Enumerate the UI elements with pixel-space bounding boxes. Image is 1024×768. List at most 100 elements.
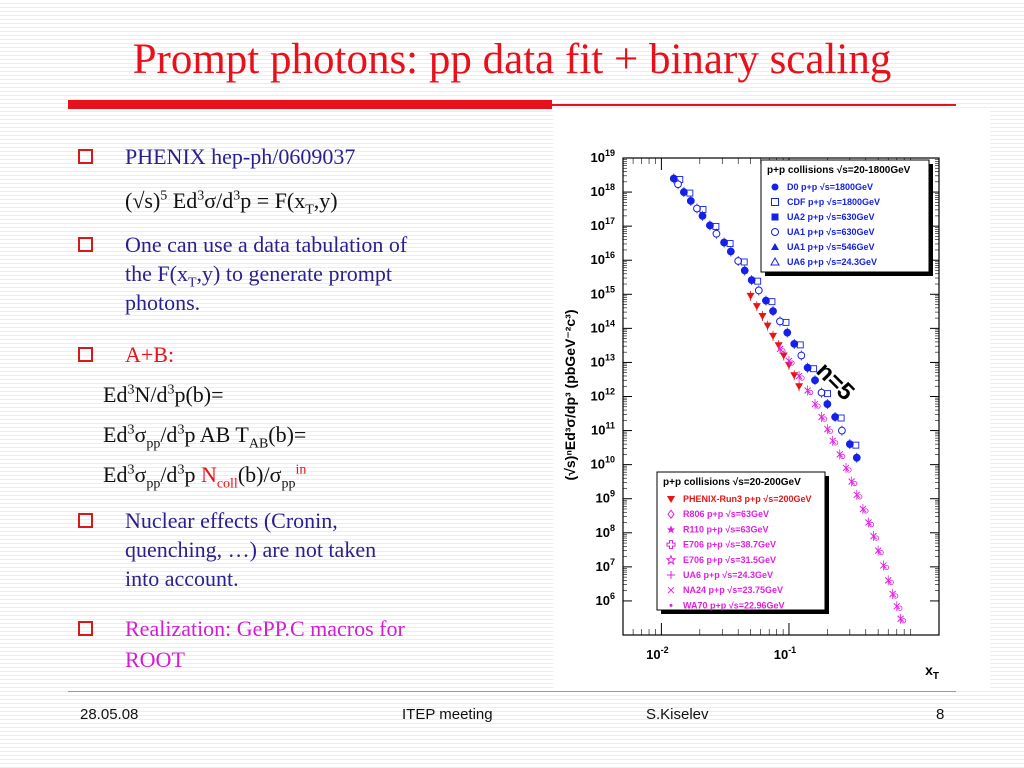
data-point (836, 451, 844, 458)
y-tick-exponent: 13 (605, 352, 615, 362)
bullet-4-line-3: into account. (125, 566, 239, 591)
legend-marker (771, 228, 779, 236)
legend-title: p+p collisions √s=20-200GeV (663, 477, 801, 488)
data-point (674, 180, 682, 189)
data-point (734, 257, 743, 265)
y-tick-exponent: 12 (605, 387, 615, 397)
slide-title: Prompt photons: pp data fit + binary sca… (132, 36, 892, 83)
data-point (769, 332, 778, 340)
data-point (774, 342, 783, 350)
chart-panel: 106 107 108 109 1010 1011 1012 1013 1014 1015 1016… (553, 110, 990, 688)
data-point (790, 372, 799, 380)
bullet-box-icon (78, 347, 93, 362)
data-point-alt (868, 521, 875, 528)
bullet-2-line-3: photons. (125, 290, 201, 315)
legend-marker (669, 603, 673, 607)
formula-scaling: (√s)5 Ed3σ/d3p = F(xT,y) (125, 188, 338, 218)
formula-3-text: Ed3σpp/d3p Ncoll(b)/σppin (103, 462, 307, 492)
data-point-alt (863, 508, 869, 514)
legend-entry-label: UA6 p+p √s=24.3GeV (683, 570, 773, 580)
data-point (838, 426, 846, 435)
data-point (752, 303, 761, 311)
legend-box (656, 471, 826, 611)
bullet-5-line-2: ROOT (125, 647, 185, 672)
y-tick-exponent: 6 (610, 591, 615, 601)
footer-rule (68, 691, 956, 692)
legend-box (760, 159, 930, 273)
chart-svg: 1061071081091010101110121013101410151016… (562, 148, 940, 682)
legend-entry-label: WA70 p+p √s=22.96GeV (683, 600, 785, 610)
data-point (880, 562, 887, 569)
y-tick-exponent: 15 (605, 284, 615, 294)
y-tick-label: 1012 (591, 387, 615, 404)
bullet-box-icon (78, 237, 93, 252)
data-point (790, 339, 799, 348)
data-point (870, 532, 877, 540)
y-tick-label: 1017 (591, 216, 615, 233)
data-point (763, 322, 772, 330)
data-point-alt (888, 579, 894, 586)
y-tick-exponent: 10 (605, 455, 615, 465)
y-tick-label: 108 (596, 523, 615, 540)
formula-line-2: Ed3σpp/d3p AB TAB(b)= (103, 420, 306, 451)
data-point (712, 229, 721, 238)
bullet-1-text: PHENIX hep-ph/0609037 (125, 144, 356, 169)
data-point-cdf (768, 298, 776, 306)
legend-entry-label: PHENIX-Run3 p+p √s=200GeV (683, 494, 811, 504)
legend-marker (771, 183, 779, 191)
footer-page-number: 8 (936, 706, 945, 723)
data-point (758, 313, 767, 321)
data-point (865, 519, 872, 526)
legend-entry-label: UA1 p+p √s=546GeV (787, 242, 874, 252)
y-tick-label: 1011 (591, 421, 615, 438)
legend-marker (665, 554, 677, 566)
legend-title: p+p collisions √s=20-1800GeV (767, 165, 911, 176)
data-point (831, 413, 840, 421)
y-tick-exponent: 19 (605, 148, 615, 158)
legend-marker (667, 525, 675, 534)
y-tick-label: 1013 (591, 352, 615, 369)
footer-event: ITEP meeting (402, 706, 493, 723)
legend-marker (770, 256, 780, 266)
y-axis-title: (√s)ⁿEd³σ/dp³ (pbGeV⁻²c³) (562, 310, 578, 481)
data-point (797, 351, 806, 360)
data-point (693, 204, 701, 213)
data-point-alt (897, 605, 903, 611)
formula-line-3: Ed3σpp/d3p Ncoll(b)/σppin (103, 460, 307, 492)
data-point (859, 505, 867, 513)
legend-marker (667, 509, 675, 520)
bullet-4-line-2: quenching, …) are not taken (125, 537, 377, 562)
y-tick-label: 107 (596, 557, 615, 574)
data-point (746, 292, 755, 300)
y-tick-exponent: 14 (605, 318, 615, 328)
data-point (679, 188, 688, 196)
formula-line-1: Ed3N/d3p(b)= (103, 380, 224, 409)
data-point-alt (815, 403, 821, 409)
data-point-cdf (782, 318, 790, 326)
bullet-box-icon (78, 621, 93, 636)
data-point-alt (821, 416, 828, 422)
y-tick-exponent: 17 (605, 216, 615, 226)
legend-entry-label: R806 p+p √s=63GeV (683, 509, 769, 519)
data-point (762, 296, 770, 305)
data-point-alt (827, 428, 833, 434)
data-point (884, 577, 892, 584)
data-point (740, 266, 749, 275)
bullet-2-line-1: One can use a data tabulation of (125, 232, 408, 257)
data-point-cdf (686, 189, 694, 197)
data-point-cdf (754, 277, 762, 285)
x-axis-title-sub: T (933, 671, 939, 682)
footer-author: S.Kiselev (646, 706, 709, 723)
footer-date: 28.05.08 (80, 706, 139, 723)
data-point (889, 590, 897, 598)
x-axis-title: xT (925, 662, 939, 682)
data-point-cdf (796, 341, 804, 349)
data-point (817, 388, 826, 397)
legend-entry-label: UA6 p+p √s=24.3GeV (787, 257, 877, 267)
data-point-alt (846, 467, 852, 473)
title-underline-thick (68, 100, 552, 109)
data-point-alt (852, 480, 858, 487)
data-point (897, 615, 904, 623)
bullet-box-icon (78, 513, 93, 528)
y-tick-label: 106 (596, 591, 615, 608)
